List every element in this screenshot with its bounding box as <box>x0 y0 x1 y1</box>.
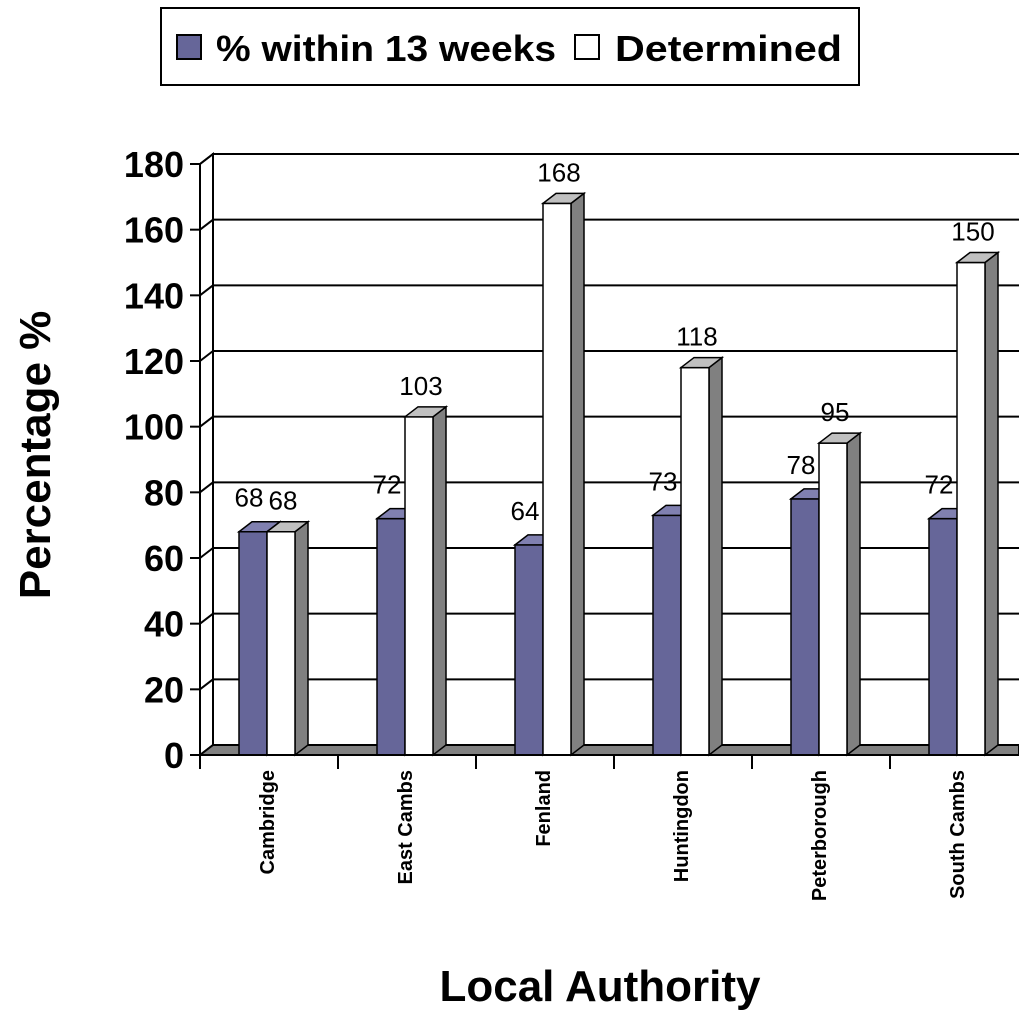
y-tick-label: 140 <box>124 275 184 316</box>
gridline-side <box>199 415 214 428</box>
floor <box>197 744 1019 756</box>
x-tick-label: South Cambs <box>947 770 969 899</box>
y-axis-title: Percentage % <box>11 311 60 600</box>
bar-determined <box>818 442 848 756</box>
y-tick-label: 60 <box>144 538 184 579</box>
bar-determined-top <box>540 192 587 205</box>
gridline-side <box>199 350 214 362</box>
y-tick-label: 40 <box>144 604 184 645</box>
data-label-determined: 150 <box>951 217 994 247</box>
side-wall <box>199 151 214 758</box>
bar-within-13-weeks <box>652 514 682 756</box>
bar-determined-top <box>402 406 449 418</box>
y-axis: 0 20 40 60 80 100 120 140 160 180 <box>124 144 201 776</box>
data-label-within-13-weeks: 68 <box>235 483 264 513</box>
bar-determined <box>404 416 434 756</box>
gridline-side <box>199 284 214 297</box>
y-tick-label: 80 <box>144 472 184 513</box>
y-tick-label: 180 <box>124 144 184 185</box>
bar-determined-side <box>846 431 861 757</box>
bar-within-13-weeks <box>790 498 820 756</box>
bar-within-13-weeks <box>514 544 544 756</box>
legend-swatch-within-13-weeks <box>176 34 202 60</box>
bar-within-13-weeks <box>928 517 958 756</box>
y-tick-label: 0 <box>164 735 184 776</box>
bar-within-13-weeks <box>238 530 268 756</box>
data-label-determined: 95 <box>821 397 850 427</box>
bars <box>236 191 1001 757</box>
bar-determined-side <box>294 520 309 757</box>
legend: % within 13 weeks Determined <box>160 7 860 86</box>
bar-determined-side <box>708 356 723 757</box>
x-tick-label: Peterborough <box>809 770 831 901</box>
bar-determined-side <box>570 191 585 757</box>
data-label-within-13-weeks: 73 <box>649 466 678 496</box>
x-tick-label: East Cambs <box>395 770 417 885</box>
bar-determined <box>680 366 710 756</box>
bar-determined-top <box>264 520 311 533</box>
x-tick-label: Huntingdon <box>671 770 693 882</box>
y-tick-label: 100 <box>124 407 184 448</box>
legend-label-determined: Determined <box>615 28 842 69</box>
y-tick-label: 120 <box>124 341 184 382</box>
legend-label-within-13-weeks: % within 13 weeks <box>216 28 556 69</box>
data-label-determined: 118 <box>676 322 717 352</box>
data-label-within-13-weeks: 72 <box>373 470 402 500</box>
x-tick-label: Cambridge <box>257 770 279 874</box>
data-label-determined: 68 <box>269 486 298 516</box>
back-wall <box>212 153 1019 746</box>
x-tick-label: Fenland <box>533 770 555 847</box>
data-label-within-13-weeks: 64 <box>511 496 540 526</box>
gridline-side <box>199 218 214 231</box>
bar-determined-side <box>984 250 999 757</box>
bar-determined-top <box>678 356 725 369</box>
legend-frame <box>160 7 860 86</box>
bar-determined <box>542 202 572 756</box>
bar-determined-top <box>954 251 1001 264</box>
gridline-side <box>199 547 214 559</box>
y-tick-label: 160 <box>124 210 184 251</box>
y-tick-label: 20 <box>144 669 184 710</box>
bar-within-13-weeks <box>376 517 406 756</box>
gridline-side <box>199 678 214 691</box>
x-axis: Cambridge East Cambs Fenland Huntingdon Pete… <box>199 754 1019 901</box>
x-axis-title: Local Authority <box>439 962 761 1011</box>
bar-determined-side <box>432 405 447 757</box>
bar-determined-top <box>816 432 863 444</box>
gridline-side <box>199 153 214 165</box>
bar-determined <box>956 261 986 756</box>
gridline-side <box>199 612 214 625</box>
data-label-determined: 103 <box>399 371 442 401</box>
data-label-within-13-weeks: 72 <box>925 470 954 500</box>
data-label-determined: 168 <box>537 157 580 187</box>
legend-swatch-determined <box>574 34 600 60</box>
plot-walls <box>197 151 1019 758</box>
data-label-within-13-weeks: 78 <box>787 450 816 480</box>
bar-determined <box>266 530 296 756</box>
gridline-side <box>199 481 214 494</box>
